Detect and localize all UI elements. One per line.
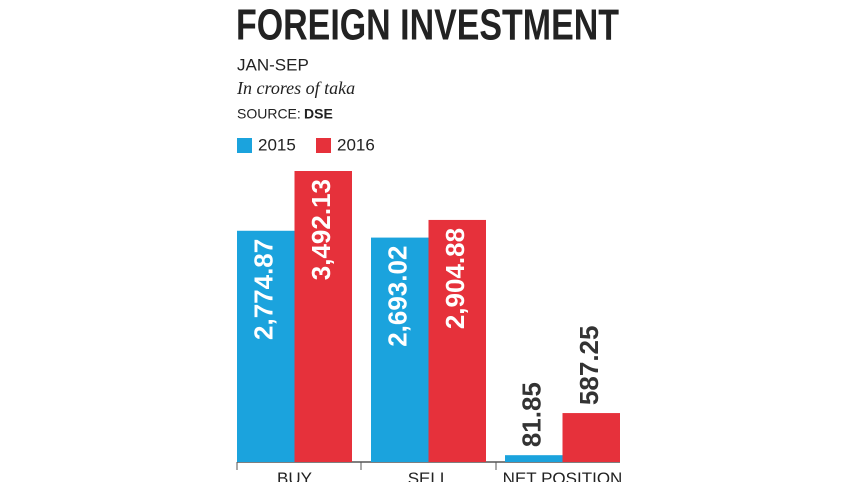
bar <box>294 171 352 462</box>
data-label: 2,774.87 <box>249 239 279 340</box>
x-tick-label: SELL <box>408 469 450 482</box>
unit-note: In crores of taka <box>236 78 355 98</box>
data-label: 2,904.88 <box>440 228 470 329</box>
data-label: 3,492.13 <box>306 179 336 280</box>
legend-swatch <box>237 138 252 153</box>
data-label: 81.85 <box>517 382 547 447</box>
data-label: 587.25 <box>574 326 604 406</box>
bar <box>428 219 486 462</box>
legend-label: 2016 <box>337 135 375 154</box>
x-tick-label: NET POSITION <box>503 469 623 482</box>
legend-swatch <box>316 138 331 153</box>
source-label: SOURCE: <box>237 106 301 122</box>
source: DSE <box>304 106 333 122</box>
bar <box>505 455 563 462</box>
legend-label: 2015 <box>258 135 296 154</box>
bar <box>371 237 429 462</box>
subtitle: JAN-SEP <box>237 55 309 74</box>
bar <box>562 413 620 462</box>
x-tick-label: BUY <box>277 469 312 482</box>
chart-title: FOREIGN INVESTMENT <box>236 1 619 50</box>
data-label: 2,693.02 <box>383 246 413 347</box>
bar <box>237 230 295 462</box>
